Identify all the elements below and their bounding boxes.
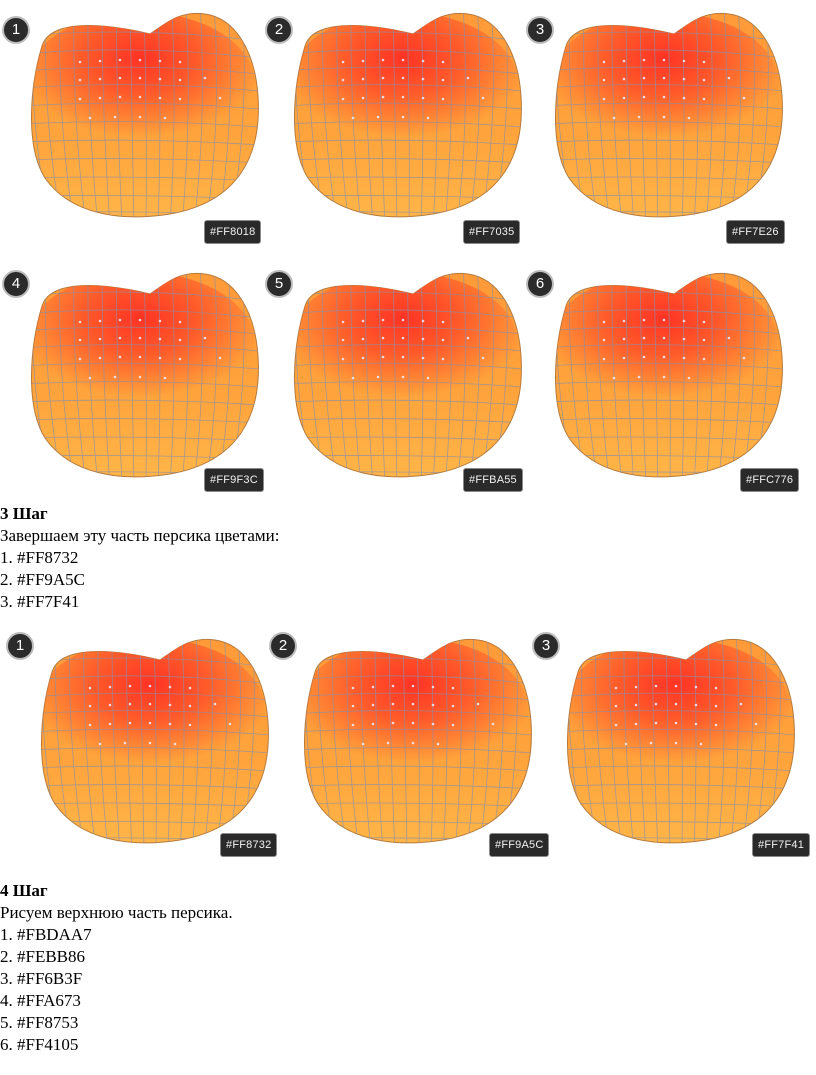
peach-illustration: [556, 632, 801, 852]
step-3-section: 3 Шаг Завершаем эту часть персика цветам…: [0, 503, 279, 613]
peach-panel-2: 2 #FF7035: [265, 6, 528, 244]
list-item: 1. #FF8732: [0, 548, 79, 567]
color-hex-label: #FF7035: [463, 220, 521, 244]
peach-illustration: [544, 266, 789, 486]
peach-illustration: [283, 266, 528, 486]
step-number-badge: 2: [269, 632, 297, 660]
peach-illustration: [544, 6, 789, 226]
step-number-badge: 3: [532, 632, 560, 660]
step-number-badge: 3: [526, 16, 554, 44]
peach-illustration: [30, 632, 275, 852]
color-hex-label: #FF8018: [204, 220, 262, 244]
step-3-color-list: 1. #FF8732 2. #FF9A5C 3. #FF7F41: [0, 547, 279, 613]
step-4-description: Рисуем верхнюю часть персика.: [0, 903, 233, 922]
step-number-badge: 4: [2, 270, 30, 298]
step-number-badge: 1: [2, 16, 30, 44]
step-number-badge: 2: [265, 16, 293, 44]
step-number-badge: 1: [6, 632, 34, 660]
color-hex-label: #FF9A5C: [489, 833, 550, 857]
peach-panel-3: 3 #FF7E26: [526, 6, 789, 244]
peach-panel-1: 1 #FF8018: [2, 6, 265, 244]
peach-illustration: [283, 6, 528, 226]
step-number-badge: 5: [265, 270, 293, 298]
color-hex-label: #FF8732: [220, 833, 278, 857]
list-item: 3. #FF7F41: [0, 592, 80, 611]
list-item: 5. #FF8753: [0, 1013, 79, 1032]
step-4-section: 4 Шаг Рисуем верхнюю часть персика. 1. #…: [0, 880, 233, 1056]
peach-illustration: [20, 266, 265, 486]
list-item: 2. #FEBB86: [0, 947, 86, 966]
peach-panel-step3-1: 1 #FF8732: [6, 632, 278, 857]
step-4-heading: 4 Шаг: [0, 881, 48, 900]
peach-panel-step3-3: 3 #FF7F41: [532, 632, 811, 857]
peach-panel-6: 6 #FFC776: [526, 266, 800, 492]
list-item: 6. #FF4105: [0, 1035, 79, 1054]
step-3-description: Завершаем эту часть персика цветами:: [0, 526, 280, 545]
list-item: 2. #FF9A5C: [0, 570, 86, 589]
color-hex-label: #FF9F3C: [204, 468, 264, 492]
peach-illustration: [293, 632, 538, 852]
peach-illustration: [20, 6, 265, 226]
color-hex-label: #FFC776: [740, 468, 800, 492]
step-3-heading: 3 Шаг: [0, 504, 48, 523]
color-hex-label: #FFBA55: [463, 468, 523, 492]
color-hex-label: #FF7E26: [726, 220, 785, 244]
step-number-badge: 6: [526, 270, 554, 298]
color-hex-label: #FF7F41: [752, 833, 811, 857]
peach-panel-5: 5 #FFBA55: [265, 266, 528, 492]
list-item: 1. #FBDAA7: [0, 925, 92, 944]
peach-panel-step3-2: 2 #FF9A5C: [269, 632, 550, 857]
list-item: 3. #FF6B3F: [0, 969, 83, 988]
peach-panel-4: 4 #FF9F3C: [2, 266, 265, 492]
list-item: 4. #FFA673: [0, 991, 81, 1010]
step-4-color-list: 1. #FBDAA7 2. #FEBB86 3. #FF6B3F 4. #FFA…: [0, 924, 233, 1056]
